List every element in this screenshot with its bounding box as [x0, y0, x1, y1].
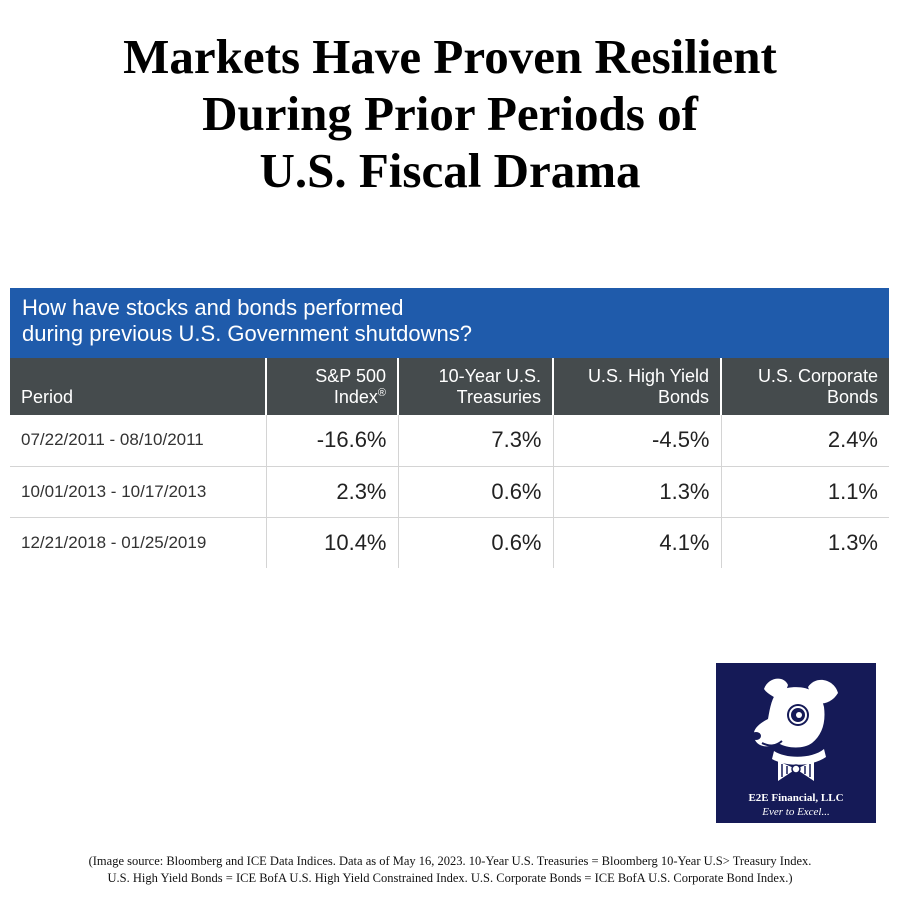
value-cell: 7.3%	[397, 415, 553, 467]
table-title-line: during previous U.S. Government shutdown…	[22, 321, 473, 346]
source-note: (Image source: Bloomberg and ICE Data In…	[0, 853, 900, 887]
period-cell: 07/22/2011 - 08/10/2011	[10, 415, 266, 467]
value-cell: 2.3%	[265, 466, 398, 518]
logo-company-name: E2E Financial, LLC	[748, 792, 844, 804]
value-cell: 1.3%	[720, 517, 889, 568]
performance-grid: Period S&P 500 Index® 10-Year U.S. Treasur…	[10, 358, 889, 568]
header-period: Period	[10, 358, 266, 415]
header-row: Period S&P 500 Index® 10-Year U.S. Treasur…	[10, 358, 889, 415]
period-cell: 10/01/2013 - 10/17/2013	[10, 466, 266, 518]
page-headline: Markets Have Proven Resilient During Pri…	[0, 28, 900, 199]
header-high-yield: U.S. High Yield Bonds	[552, 358, 721, 415]
header-line: Index	[333, 387, 378, 407]
value-cell: 0.6%	[397, 517, 553, 568]
value-cell: 0.6%	[397, 466, 553, 518]
logo-tagline: Ever to Excel...	[762, 806, 830, 818]
company-logo: E2E Financial, LLC Ever to Excel...	[716, 663, 876, 823]
header-corporate: U.S. Corporate Bonds	[720, 358, 889, 415]
header-treasuries: 10-Year U.S. Treasuries	[397, 358, 553, 415]
header-line: 10-Year U.S.	[438, 366, 541, 386]
header-line: Period	[21, 387, 74, 407]
value-cell: 2.4%	[720, 415, 889, 467]
header-line: U.S. Corporate	[757, 366, 878, 386]
headline-line: Markets Have Proven Resilient	[123, 29, 777, 84]
value-cell: -4.5%	[552, 415, 721, 467]
header-line: Bonds	[826, 387, 878, 407]
header-line: U.S. High Yield	[587, 366, 709, 386]
header-line: Treasuries	[456, 387, 541, 407]
dog-with-bowtie-icon	[751, 678, 838, 781]
table-title-line: How have stocks and bonds performed	[22, 295, 404, 320]
headline-line: U.S. Fiscal Drama	[259, 143, 641, 198]
value-cell: 10.4%	[265, 517, 398, 568]
header-line: Bonds	[657, 387, 709, 407]
performance-table: How have stocks and bonds performed duri…	[10, 288, 889, 568]
header-sp500: S&P 500 Index®	[265, 358, 398, 415]
value-cell: 4.1%	[552, 517, 721, 568]
value-cell: 1.1%	[720, 466, 889, 518]
headline-line: During Prior Periods of	[202, 86, 698, 141]
source-note-line: U.S. High Yield Bonds = ICE BofA U.S. Hi…	[107, 871, 793, 885]
registered-mark: ®	[377, 387, 386, 399]
table-row: 10/01/2013 - 10/17/2013 2.3% 0.6% 1.3% 1…	[10, 466, 889, 518]
table-row: 07/22/2011 - 08/10/2011 -16.6% 7.3% -4.5…	[10, 415, 889, 467]
period-cell: 12/21/2018 - 01/25/2019	[21, 532, 207, 552]
value-cell: -16.6%	[265, 415, 398, 467]
table-row: 12/21/2018 - 01/25/2019 10.4% 0.6% 4.1% …	[10, 517, 889, 568]
source-note-line: (Image source: Bloomberg and ICE Data In…	[88, 854, 812, 868]
value-cell: 1.3%	[552, 466, 721, 518]
table-title: How have stocks and bonds performed duri…	[10, 288, 889, 358]
header-line: S&P 500	[315, 366, 386, 386]
